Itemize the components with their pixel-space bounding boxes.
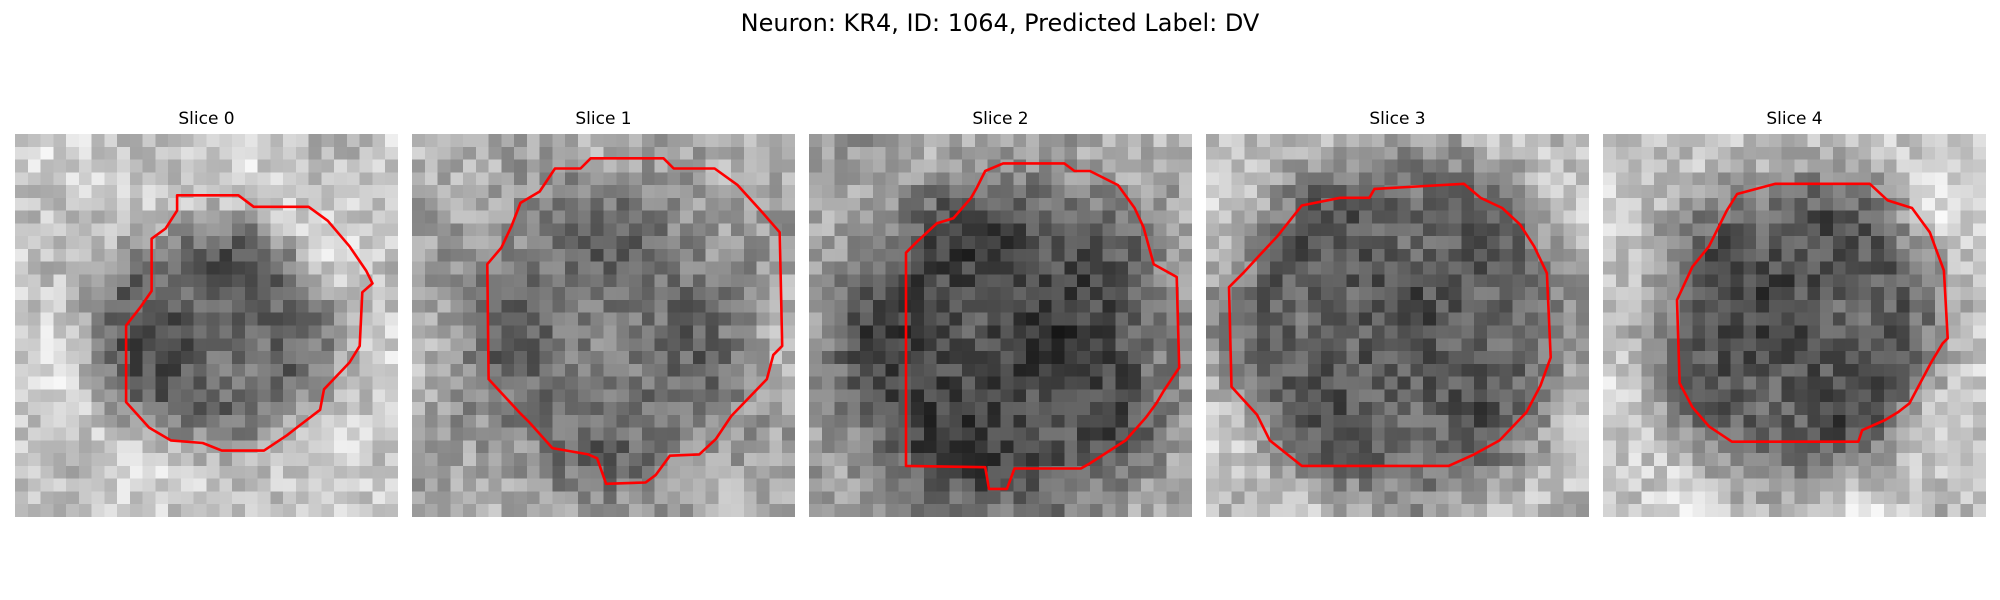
slice-panel-2: Slice 2 [809, 108, 1192, 517]
slice-panel-4: Slice 4 [1603, 108, 1986, 517]
slice-image-3 [1206, 134, 1589, 517]
slice-image-1 [412, 134, 795, 517]
neuron-outline [1227, 182, 1553, 468]
slice-title-2: Slice 2 [972, 109, 1029, 129]
pixel-grid [1603, 134, 1986, 517]
slice-title-0: Slice 0 [178, 109, 235, 129]
pixel-grid [15, 134, 398, 517]
slice-panel-3: Slice 3 [1206, 108, 1589, 517]
neuron-outline [1675, 182, 1950, 444]
neuron-outline [124, 193, 374, 452]
slice-title-4: Slice 4 [1766, 109, 1823, 129]
slice-image-4 [1603, 134, 1986, 517]
slice-image-2 [809, 134, 1192, 517]
pixel-grid [412, 134, 795, 517]
slice-image-0 [15, 134, 398, 517]
slice-title-3: Slice 3 [1369, 109, 1426, 129]
neuron-outline [904, 162, 1181, 491]
pixel-grid [809, 134, 1192, 517]
neuron-outline [486, 156, 784, 486]
slice-panel-1: Slice 1 [412, 108, 795, 517]
figure-title: Neuron: KR4, ID: 1064, Predicted Label: … [740, 9, 1260, 37]
slice-title-1: Slice 1 [575, 109, 632, 129]
slice-panel-0: Slice 0 [15, 108, 398, 517]
pixel-grid [1206, 134, 1589, 517]
